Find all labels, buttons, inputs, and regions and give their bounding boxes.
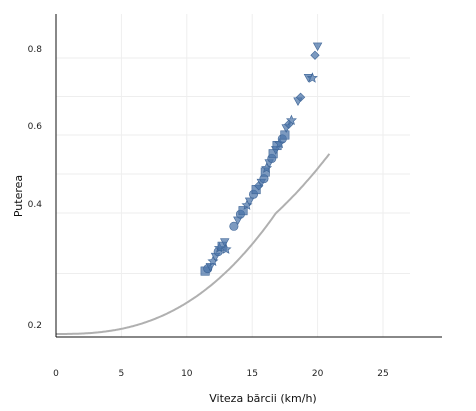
data-point xyxy=(312,42,323,52)
data-point xyxy=(229,221,239,231)
x-tick-label: 25 xyxy=(377,369,388,379)
data-point xyxy=(280,130,290,140)
data-points xyxy=(200,42,323,276)
x-tick-label: 0 xyxy=(53,369,59,379)
grid-lines xyxy=(56,14,410,337)
x-tick-label: 20 xyxy=(312,369,324,379)
fit-curve xyxy=(56,153,331,335)
data-point xyxy=(306,72,318,83)
x-tick-labels: 0 5 10 15 20 25 xyxy=(53,369,389,379)
x-tick-label: 10 xyxy=(181,369,193,379)
x-tick-label: 5 xyxy=(119,369,125,379)
data-point xyxy=(238,206,248,216)
y-tick-label: 0.4 xyxy=(28,200,43,210)
data-point xyxy=(220,238,230,247)
y-tick-label: 0.2 xyxy=(28,321,42,331)
data-point xyxy=(310,50,320,60)
y-axis-title: Puterea xyxy=(12,175,25,217)
data-point xyxy=(295,92,306,102)
y-tick-label: 0.6 xyxy=(28,122,43,132)
data-point xyxy=(220,243,232,254)
data-point xyxy=(207,255,219,267)
y-tick-labels: 0.2 0.4 0.6 0.8 xyxy=(28,45,43,331)
data-point xyxy=(261,162,273,173)
data-point xyxy=(285,114,297,126)
y-tick-label: 0.8 xyxy=(28,45,43,55)
x-tick-label: 15 xyxy=(246,369,257,379)
x-axis-title: Viteza bărcii (km/h) xyxy=(209,392,316,405)
data-point xyxy=(244,197,255,207)
